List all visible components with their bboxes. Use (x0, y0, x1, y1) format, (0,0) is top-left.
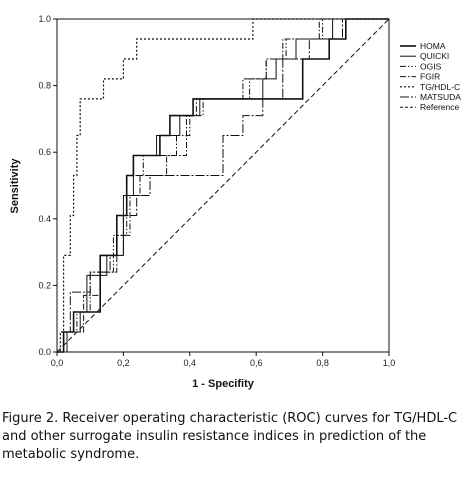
plot-frame (56, 18, 390, 353)
x-axis-title: 1 - Specifity (192, 378, 255, 390)
y-tick-label: 0.8 (38, 81, 51, 91)
x-tick-label: 0,2 (117, 358, 130, 368)
y-axis-ticks: 0.0 0.2 0.4 0.6 0.8 1.0 (38, 14, 57, 357)
y-tick-label: 0.2 (38, 280, 51, 290)
curves-layer (56, 18, 390, 353)
legend-label-ogis: OGIS (420, 61, 442, 71)
figure-caption: Figure 2. Receiver operating characteris… (2, 411, 458, 462)
x-tick-label: 0,6 (250, 358, 263, 368)
curve-ogis (57, 18, 389, 353)
curve-matsuda (57, 18, 389, 353)
y-axis-title: Sensitivity (9, 158, 21, 214)
y-tick-label: 0.4 (38, 214, 51, 224)
curve-reference (56, 18, 390, 353)
x-tick-label: 0,0 (51, 358, 64, 368)
legend: HOMAQUICKIOGISFGIRTG/HDL-CMATSUDAReferen… (400, 41, 461, 112)
x-tick-label: 1,0 (383, 358, 396, 368)
x-tick-label: 0,4 (184, 358, 197, 368)
roc-figure: 0,0 0,2 0,4 0,6 0,8 1,0 0.0 0.2 0.4 0.6 0.8 1.0 1 … (9, 14, 461, 390)
legend-label-tg-hdl-c: TG/HDL-C (420, 82, 460, 92)
y-tick-label: 0.0 (38, 347, 51, 357)
legend-label-matsuda: MATSUDA (420, 92, 461, 102)
roc-chart: 0,0 0,2 0,4 0,6 0,8 1,0 0.0 0.2 0.4 0.6 0.8 1.0 1 … (9, 14, 461, 390)
curve-tg-hdl-c (57, 18, 389, 353)
legend-label-homa: HOMA (420, 41, 446, 51)
y-tick-label: 1.0 (38, 14, 51, 24)
legend-label-reference: Reference (420, 102, 459, 112)
curve-fgir (57, 18, 389, 353)
legend-label-fgir: FGIR (420, 72, 440, 82)
legend-label-quicki: QUICKI (420, 51, 449, 61)
x-axis-ticks: 0,0 0,2 0,4 0,6 0,8 1,0 (51, 352, 396, 368)
y-tick-label: 0.6 (38, 147, 51, 157)
x-tick-label: 0,8 (316, 358, 329, 368)
